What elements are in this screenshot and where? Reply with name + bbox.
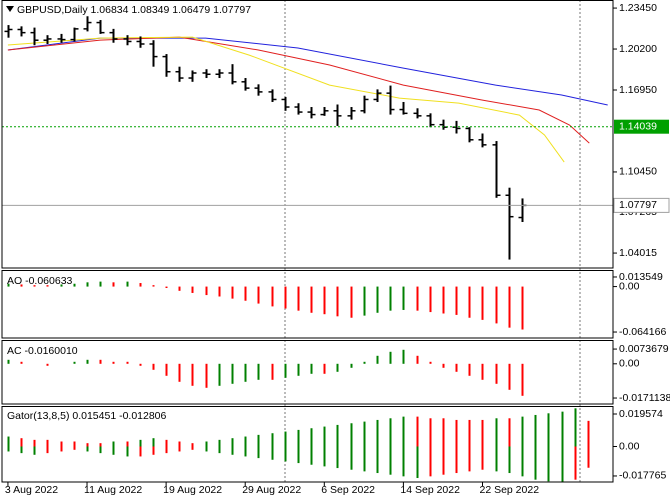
bid-label: 1.07797	[619, 199, 657, 211]
gator-title: Gator(13,8,5) 0.015451 -0.012806	[7, 410, 167, 422]
level-label: 1.14039	[619, 120, 657, 132]
panel-plot	[2, 16, 613, 260]
y-tick-label: 1.16950	[619, 84, 657, 96]
y-tick-label: 1.23450	[619, 2, 657, 14]
ac-title: AC -0.0160010	[7, 345, 78, 357]
ao-frame	[1, 270, 614, 339]
ac-frame	[1, 340, 614, 405]
y-tick-label: 0.013549	[619, 271, 663, 283]
x-tick-label: 3 Aug 2022	[5, 484, 58, 496]
panel-plot	[7, 408, 590, 482]
collapse-icon[interactable]	[6, 6, 14, 12]
ao-title: AO -0.060633	[7, 275, 73, 287]
y-tick-label: -0.064166	[619, 326, 666, 338]
x-tick-label: 22 Sep 2022	[479, 484, 539, 496]
x-tick-label: 14 Sep 2022	[400, 484, 460, 496]
y-tick-label: 1.20200	[619, 43, 657, 55]
y-tick-label: 1.04015	[619, 247, 657, 259]
y-tick-label: 0.00	[619, 358, 640, 370]
bid-tag	[613, 197, 670, 213]
gator-frame	[1, 406, 614, 483]
x-tick-label: 29 Aug 2022	[242, 484, 301, 496]
x-tick-label: 11 Aug 2022	[84, 484, 142, 496]
main-frame	[1, 0, 614, 269]
y-tick-label: -0.017765	[619, 470, 666, 482]
panel-plot	[7, 281, 524, 330]
x-tick-label: 19 Aug 2022	[163, 484, 222, 496]
y-tick-label: -0.0171138	[619, 392, 670, 404]
main-title: GBPUSD,Daily 1.06834 1.08349 1.06479 1.0…	[17, 4, 251, 16]
y-tick-label: 1.10450	[619, 166, 657, 178]
y-tick-label: 0.00	[619, 280, 640, 292]
y-tick-label: 0.00	[619, 440, 640, 452]
y-tick-label: 0.0073679	[619, 343, 669, 355]
level-tag	[614, 119, 669, 134]
alligator-line	[7, 36, 565, 163]
x-tick-label: 6 Sep 2022	[321, 484, 375, 496]
y-tick-label: 0.019574	[619, 408, 663, 420]
panel-plot	[7, 349, 524, 396]
